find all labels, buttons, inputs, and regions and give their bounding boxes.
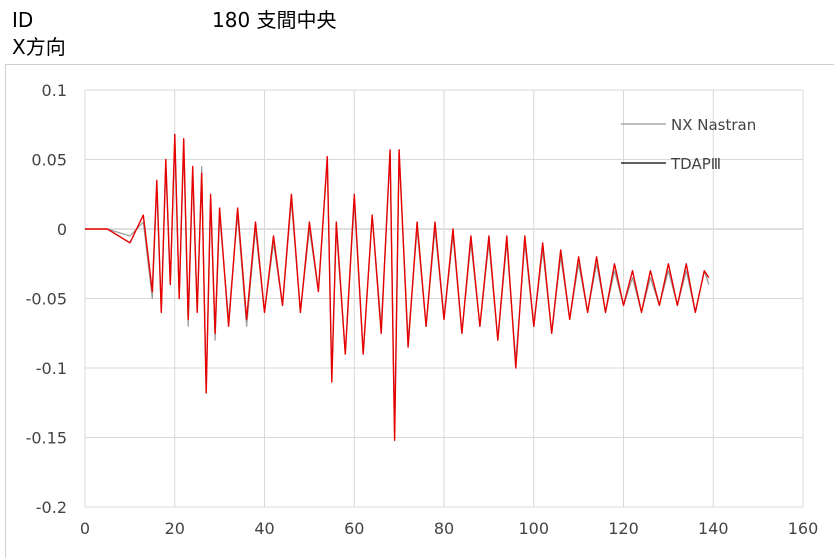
series-group bbox=[85, 133, 710, 441]
x-tick-label: 160 bbox=[788, 519, 819, 538]
legend: NX Nastran TDAPⅢ bbox=[621, 116, 756, 173]
chart-plot: 0.1 0.05 0 -0.05 -0.1 -0.15 -0.2 0 20 40 60 80 100 12… bbox=[26, 81, 819, 538]
y-tick-label: -0.1 bbox=[36, 359, 67, 378]
x-tick-label: 100 bbox=[518, 519, 549, 538]
legend-label: NX Nastran bbox=[671, 116, 756, 134]
x-tick-label: 140 bbox=[698, 519, 729, 538]
x-tick-label: 60 bbox=[344, 519, 364, 538]
axes: 0.1 0.05 0 -0.05 -0.1 -0.15 -0.2 0 20 40 60 80 100 12… bbox=[26, 81, 819, 538]
y-tick-label: -0.2 bbox=[36, 498, 67, 517]
x-tick-label: 20 bbox=[165, 519, 185, 538]
y-tick-label: 0 bbox=[57, 220, 67, 239]
x-tick-label: 120 bbox=[608, 519, 639, 538]
legend-label: TDAPⅢ bbox=[670, 155, 721, 173]
x-tick-label: 80 bbox=[434, 519, 454, 538]
chart-frame: 0.1 0.05 0 -0.05 -0.1 -0.15 -0.2 0 20 40 60 80 100 12… bbox=[5, 64, 834, 558]
grid bbox=[84, 89, 804, 508]
x-tick-label: 0 bbox=[80, 519, 90, 538]
y-tick-label: -0.15 bbox=[26, 429, 67, 448]
x-tick-label: 40 bbox=[254, 519, 274, 538]
series-line-tdap bbox=[85, 133, 710, 441]
y-tick-label: -0.05 bbox=[26, 290, 67, 309]
id-label: ID bbox=[12, 8, 34, 32]
y-tick-label: 0.1 bbox=[42, 81, 67, 100]
direction-label: X方向 bbox=[12, 35, 66, 59]
chart-title: 180 支間中央 bbox=[212, 8, 337, 32]
y-tick-label: 0.05 bbox=[31, 151, 67, 170]
